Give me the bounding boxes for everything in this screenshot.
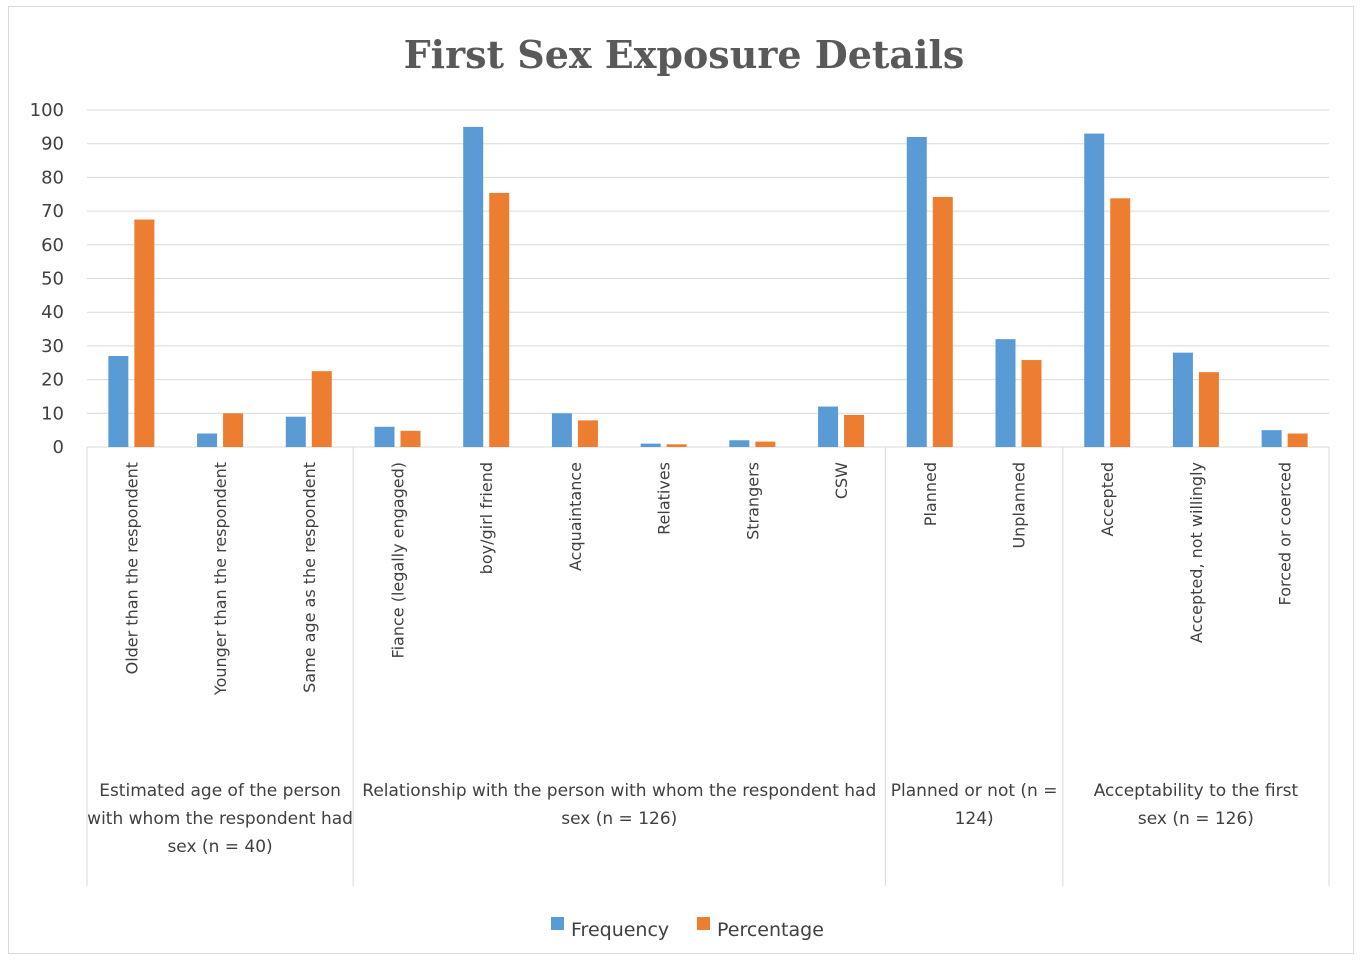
category-label: boy/girl friend xyxy=(477,462,496,574)
bar-percentage xyxy=(1198,372,1219,447)
bar-percentage xyxy=(844,414,865,447)
group-label: Estimated age of the person with whom the… xyxy=(87,781,353,857)
bar-frequency xyxy=(1261,430,1282,447)
group-label: Planned or not (n = 124) xyxy=(891,781,1058,829)
bar-percentage xyxy=(755,441,776,447)
bar-percentage xyxy=(1287,433,1308,447)
y-tick-label: 20 xyxy=(41,370,64,391)
bar-percentage xyxy=(666,444,687,447)
category-label: Accepted, not willingly xyxy=(1187,462,1206,643)
bar-frequency xyxy=(906,136,927,447)
category-label: Older than the respondent xyxy=(122,462,141,674)
category-label: Younger than the respondent xyxy=(211,462,230,696)
category-label: Acquaintance xyxy=(566,462,585,571)
bar-frequency xyxy=(463,126,484,447)
bar-percentage xyxy=(1021,360,1042,447)
bar-percentage xyxy=(1110,198,1131,447)
bar-frequency xyxy=(197,433,218,447)
category-label: Planned xyxy=(921,462,940,526)
y-tick-label: 90 xyxy=(41,134,64,155)
bar-frequency xyxy=(818,406,839,447)
category-label: Relatives xyxy=(655,462,674,535)
y-tick-label: 60 xyxy=(41,235,64,256)
y-tick-label: 30 xyxy=(41,336,64,357)
legend-swatch-frequency xyxy=(551,917,564,930)
group-label: Acceptability to the first sex (n = 126) xyxy=(1094,781,1299,829)
legend-label-percentage: Percentage xyxy=(717,919,824,941)
bar-frequency xyxy=(108,356,129,447)
category-label: CSW xyxy=(832,462,851,499)
bar-percentage xyxy=(577,420,598,447)
category-label: Accepted xyxy=(1098,462,1117,537)
category-label: Strangers xyxy=(743,462,762,540)
group-label: Relationship with the person with whom t… xyxy=(362,781,876,829)
bar-percentage xyxy=(932,196,953,447)
bar-percentage xyxy=(489,192,510,447)
y-tick-label: 50 xyxy=(41,269,64,290)
category-label: Same age as the respondent xyxy=(300,462,319,693)
chart-title: First Sex Exposure Details xyxy=(404,32,965,77)
category-label: Forced or coerced xyxy=(1276,462,1295,605)
bar-frequency xyxy=(1084,133,1105,447)
bar-frequency xyxy=(729,440,750,447)
bar-frequency xyxy=(995,339,1016,447)
bar-frequency xyxy=(640,443,661,447)
bar-percentage xyxy=(311,371,332,447)
y-tick-label: 100 xyxy=(30,100,64,121)
bar-frequency xyxy=(551,413,572,447)
bar-frequency xyxy=(374,426,395,447)
bar-percentage xyxy=(400,430,421,447)
y-tick-label: 40 xyxy=(41,302,64,323)
bar-percentage xyxy=(223,413,244,447)
legend-swatch-percentage xyxy=(697,917,710,930)
bar-percentage xyxy=(134,219,155,447)
bar-frequency xyxy=(285,416,306,447)
category-label: Fiance (legally engaged) xyxy=(389,462,408,658)
legend-label-frequency: Frequency xyxy=(571,919,669,941)
chart-frame xyxy=(8,6,1354,954)
y-tick-label: 80 xyxy=(41,167,64,188)
category-label: Unplanned xyxy=(1010,462,1029,549)
bar-frequency xyxy=(1172,352,1193,447)
y-tick-label: 70 xyxy=(41,201,64,222)
y-tick-label: 10 xyxy=(41,403,64,424)
y-tick-label: 0 xyxy=(53,437,64,458)
